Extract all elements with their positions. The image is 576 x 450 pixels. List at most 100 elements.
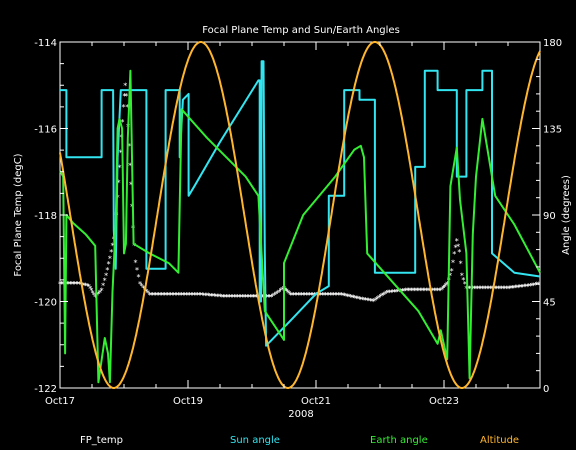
fp-temp-point: * [336, 291, 340, 300]
fp-temp-point: * [298, 291, 302, 300]
fp-temp-point: * [272, 291, 276, 300]
fp-temp-point: * [189, 291, 193, 300]
x-tick-label: Oct17 [45, 396, 75, 407]
fp-temp-point: * [476, 285, 480, 294]
fp-temp-point: * [157, 291, 161, 300]
fp-temp-point: * [408, 287, 412, 296]
fp-temp-point: * [402, 287, 406, 296]
x-axis-label: 2008 [288, 409, 313, 420]
fp-temp-point: * [515, 284, 519, 293]
fp-temp-point: * [420, 287, 424, 296]
fp-temp-point: * [354, 294, 358, 303]
fp-temp-point: * [518, 283, 522, 292]
fp-temp-point: * [528, 282, 532, 291]
fp-temp-point: * [373, 297, 377, 306]
fp-temp-point: * [324, 291, 328, 300]
fp-temp-point: * [247, 293, 251, 302]
fp-temp-point: * [362, 296, 366, 305]
fp-temp-point: * [118, 163, 122, 172]
right-y-tick-label: 0 [543, 384, 549, 395]
right-y-tick-label: 180 [543, 38, 562, 49]
fp-temp-point: * [245, 293, 249, 302]
fp-temp-point: * [319, 291, 323, 300]
fp-temp-point: * [488, 285, 492, 294]
fp-temp-point: * [220, 293, 224, 302]
fp-temp-point: * [365, 296, 369, 305]
plot-area: ****************************************… [58, 41, 541, 389]
fp-temp-point: * [490, 285, 494, 294]
fp-temp-point: * [91, 289, 95, 298]
fp-temp-point: * [217, 293, 221, 302]
fp-temp-point: * [59, 280, 63, 289]
left-y-axis-label: Focal Plane Temp (degC) [13, 153, 24, 276]
fp-temp-point: * [170, 291, 174, 300]
left-y-tick-label: -118 [34, 211, 57, 222]
fp-temp-point: * [314, 291, 318, 300]
fp-temp-point: * [501, 285, 505, 294]
fp-temp-point: * [460, 272, 464, 281]
fp-temp-point: * [173, 291, 177, 300]
fp-temp-point: * [308, 291, 312, 300]
fp-temp-point: * [456, 242, 460, 251]
fp-temp-point: * [135, 266, 139, 275]
fp-temp-point: * [221, 293, 225, 302]
fp-temp-point: * [311, 291, 315, 300]
fp-temp-point: * [424, 287, 428, 296]
fp-temp-point: * [391, 288, 395, 297]
fp-temp-point: * [146, 289, 150, 298]
fp-temp-point: * [180, 291, 184, 300]
fp-temp-point: * [335, 291, 339, 300]
fp-temp-point: * [250, 293, 254, 302]
fp-temp-point: * [166, 291, 170, 300]
fp-temp-point: * [357, 295, 361, 304]
fp-temp-point: * [513, 284, 517, 293]
fp-temp-point: * [125, 103, 129, 112]
fp-temp-point: * [93, 293, 97, 302]
fp-temp-point: * [510, 284, 514, 293]
fp-temp-point: * [202, 291, 206, 300]
fp-temp-point: * [236, 293, 240, 302]
fp-temp-point: * [322, 291, 326, 300]
fp-temp-point: * [503, 285, 507, 294]
fp-temp-point: * [152, 291, 156, 300]
fp-temp-point: * [379, 293, 383, 302]
fp-temp-point: * [468, 285, 472, 294]
x-tick-label: Oct19 [173, 396, 203, 407]
fp-temp-point: * [65, 280, 69, 289]
fp-temp-point: * [132, 241, 136, 250]
fp-temp-point: * [325, 291, 329, 300]
fp-temp-point: * [386, 289, 390, 298]
fp-temp-point: * [287, 290, 291, 299]
legend: FP_temp Sun angle Earth angle Altitude [80, 435, 519, 446]
fp-temp-point: * [293, 291, 297, 300]
fp-temp-point: * [472, 285, 476, 294]
fp-temp-point: * [455, 237, 459, 246]
fp-temp-point: * [109, 248, 113, 257]
fp-temp-point: * [137, 273, 141, 282]
fp-temp-point: * [452, 250, 456, 259]
fp-temp-point: * [477, 285, 481, 294]
left-y-tick-label: -116 [34, 125, 57, 136]
fp-temp-point: * [300, 291, 304, 300]
fp-temp-point: * [382, 291, 386, 300]
fp-temp-point: * [356, 295, 360, 304]
fp-temp-point: * [428, 287, 432, 296]
fp-temp-point: * [383, 290, 387, 299]
fp-temp-point: * [396, 288, 400, 297]
fp-temp-point: * [186, 291, 190, 300]
left-y-tick-label: -120 [34, 298, 57, 309]
fp-temp-point: * [226, 293, 230, 302]
fp-temp-point: * [118, 148, 122, 157]
right-y-axis-label: Angle (degrees) [561, 175, 572, 255]
fp-temp-point: * [124, 92, 128, 101]
fp-temp-point: * [100, 287, 104, 296]
fp-temp-point: * [350, 293, 354, 302]
fp-temp-point: * [68, 280, 72, 289]
chart-title: Focal Plane Temp and Sun/Earth Angles [202, 25, 400, 36]
fp-temp-point: * [504, 285, 508, 294]
fp-temp-point: * [231, 293, 235, 302]
fp-temp-point: * [134, 259, 138, 268]
fp-temp-point: * [330, 291, 334, 300]
fp-temp-point: * [519, 283, 523, 292]
